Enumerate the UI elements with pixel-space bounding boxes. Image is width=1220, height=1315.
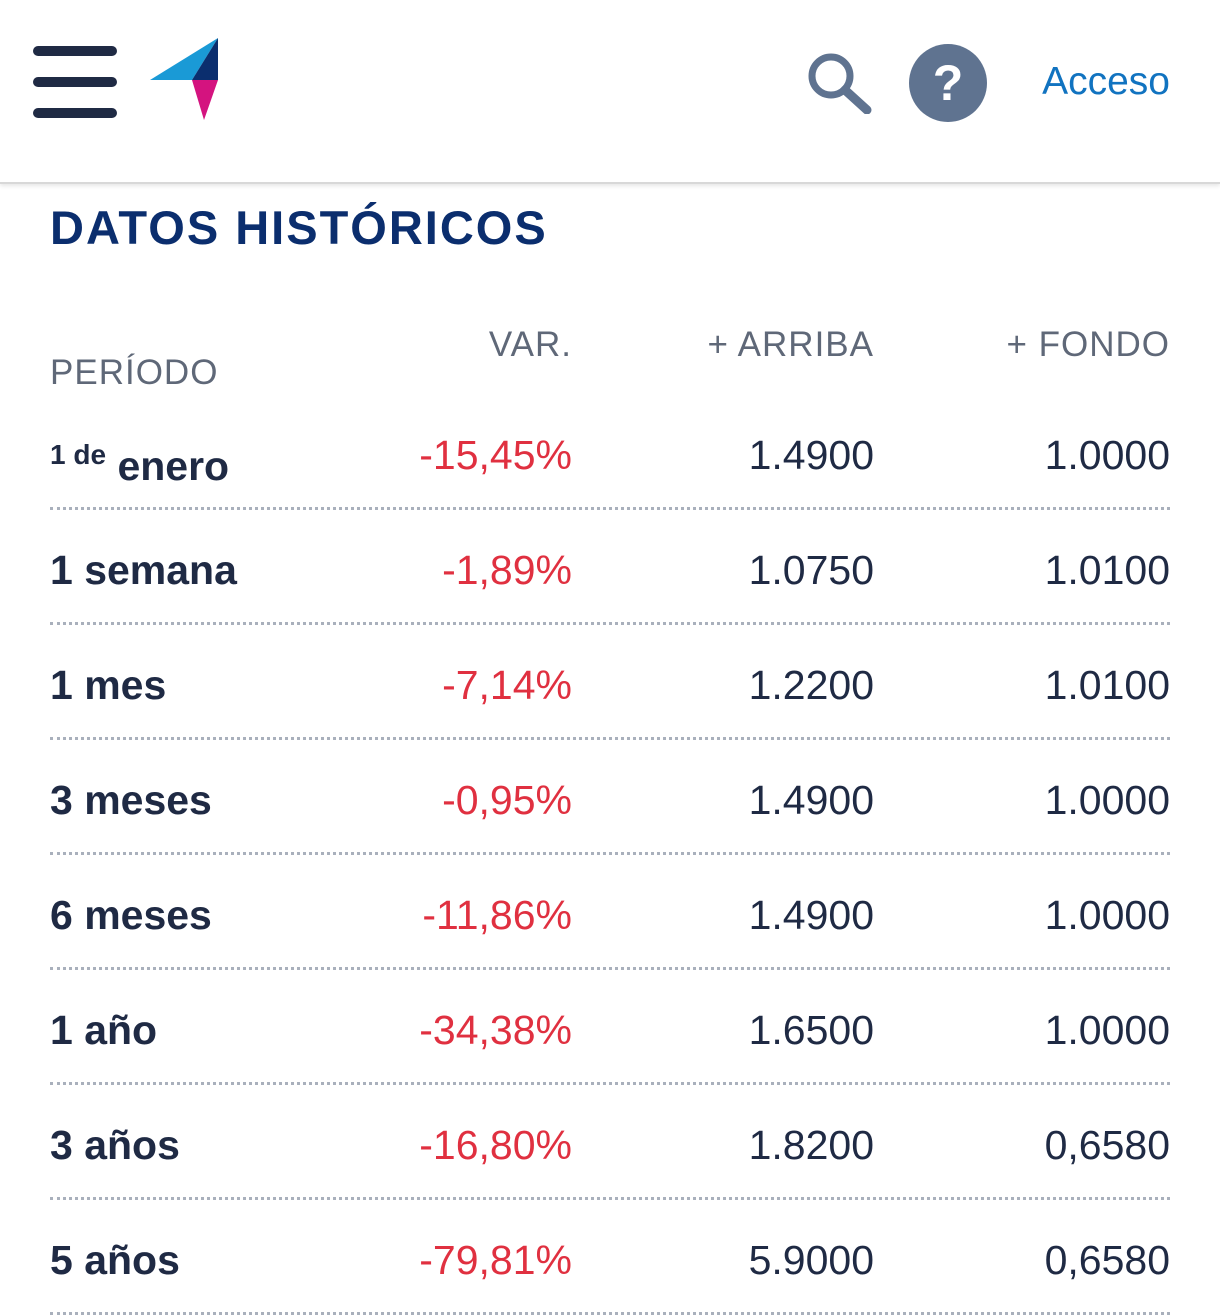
table-header: PERÍODO VAR. + ARRIBA + FONDO xyxy=(50,320,1170,395)
high-cell: 1.8200 xyxy=(748,1122,874,1168)
paper-plane-logo-icon[interactable] xyxy=(148,38,222,120)
menu-bar xyxy=(33,108,117,118)
table-row: 3 meses -0,95% 1.4900 1.0000 xyxy=(50,740,1170,855)
period-label: 3 meses xyxy=(50,777,212,823)
low-cell: 1.0000 xyxy=(1044,1007,1170,1053)
low-cell: 0,6580 xyxy=(1044,1122,1170,1168)
high-cell: 1.4900 xyxy=(748,777,874,823)
table-row: 3 años -16,80% 1.8200 0,6580 xyxy=(50,1085,1170,1200)
menu-bar xyxy=(33,77,117,87)
hamburger-menu-icon[interactable] xyxy=(33,46,117,118)
high-cell: 1.0750 xyxy=(748,547,874,593)
table-row: 1 semana -1,89% 1.0750 1.0100 xyxy=(50,510,1170,625)
low-cell: 0,6580 xyxy=(1044,1237,1170,1283)
period-label: enero xyxy=(117,443,230,489)
table-row: 6 meses -11,86% 1.4900 1.0000 xyxy=(50,855,1170,970)
low-cell: 1.0100 xyxy=(1044,662,1170,708)
var-cell: -1,89% xyxy=(442,547,572,593)
search-icon[interactable] xyxy=(805,52,873,114)
table-row: 1 año -34,38% 1.6500 1.0000 xyxy=(50,970,1170,1085)
period-label: 1 mes xyxy=(50,662,167,708)
high-cell: 1.2200 xyxy=(748,662,874,708)
help-icon[interactable]: ? xyxy=(909,44,987,122)
top-header: ? Acceso xyxy=(0,0,1220,184)
low-cell: 1.0000 xyxy=(1044,777,1170,823)
low-cell: 1.0100 xyxy=(1044,547,1170,593)
column-header-period: PERÍODO xyxy=(50,353,219,392)
var-cell: -16,80% xyxy=(419,1122,572,1168)
page-title: DATOS HISTÓRICOS xyxy=(50,201,548,254)
table-row: 5 años -79,81% 5.9000 0,6580 xyxy=(50,1200,1170,1315)
column-header-low: + FONDO xyxy=(1006,325,1170,364)
high-cell: 1.6500 xyxy=(748,1007,874,1053)
historical-data-table: PERÍODO VAR. + ARRIBA + FONDO 1 de enero… xyxy=(50,320,1170,1315)
high-cell: 5.9000 xyxy=(748,1237,874,1283)
period-prefix: 1 de xyxy=(50,439,107,470)
var-cell: -11,86% xyxy=(422,892,572,938)
column-header-var: VAR. xyxy=(488,325,572,364)
low-cell: 1.0000 xyxy=(1044,892,1170,938)
low-cell: 1.0000 xyxy=(1044,432,1170,478)
var-cell: -79,81% xyxy=(419,1237,572,1283)
period-label: 5 años xyxy=(50,1237,180,1283)
var-cell: -7,14% xyxy=(442,662,572,708)
period-label: 3 años xyxy=(50,1122,180,1168)
table-row: 1 mes -7,14% 1.2200 1.0100 xyxy=(50,625,1170,740)
period-label: 1 semana xyxy=(50,547,237,593)
login-link[interactable]: Acceso xyxy=(1042,60,1170,103)
var-cell: -15,45% xyxy=(419,432,572,478)
high-cell: 1.4900 xyxy=(748,892,874,938)
menu-bar xyxy=(33,46,117,56)
period-cell: 1 de enero xyxy=(50,431,229,490)
table-row: 1 de enero -15,45% 1.4900 1.0000 xyxy=(50,395,1170,510)
period-label: 1 año xyxy=(50,1007,158,1053)
var-cell: -34,38% xyxy=(419,1007,572,1053)
column-header-high: + ARRIBA xyxy=(707,325,874,364)
var-cell: -0,95% xyxy=(442,777,572,823)
period-label: 6 meses xyxy=(50,892,212,938)
high-cell: 1.4900 xyxy=(748,432,874,478)
